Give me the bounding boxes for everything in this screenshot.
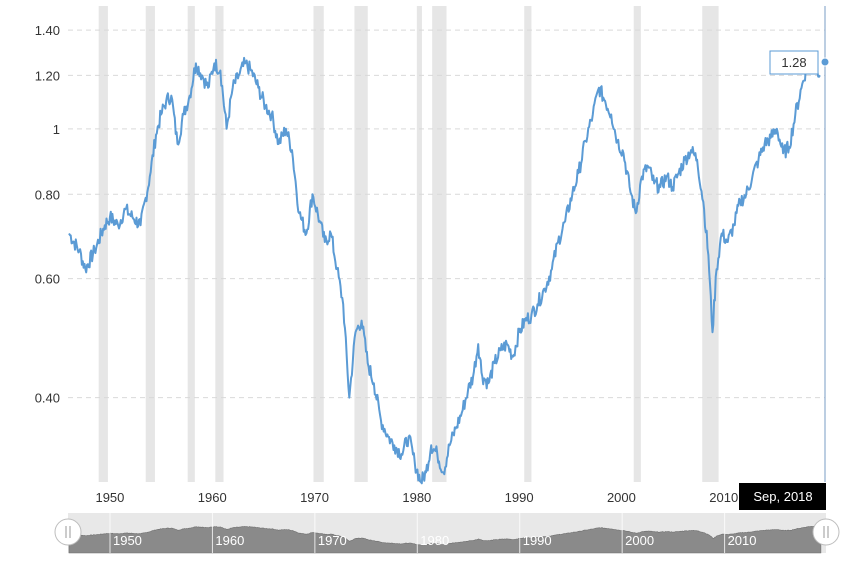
tooltip-value: 1.28 [781, 55, 806, 70]
series-layer [68, 55, 821, 485]
date-badge-box [739, 483, 826, 510]
navigator-left-handle[interactable] [54, 518, 82, 546]
x-tick-label: 1950 [95, 490, 124, 505]
recession-band [313, 6, 324, 482]
recession-band [98, 6, 108, 482]
x-tick-label: 2010 [709, 490, 738, 505]
navigator-right-handle[interactable] [812, 518, 840, 546]
y-tick-label: 1.20 [35, 68, 60, 83]
navigator[interactable]: 1950 1960 1970 1980 1990 2000 2010 [54, 513, 840, 554]
date-badge: Sep, 2018 [739, 483, 826, 510]
navigator-label: 1960 [215, 533, 244, 548]
x-tick-label: 2000 [607, 490, 636, 505]
y-tick-label: 0.40 [35, 391, 60, 406]
y-tick-label: 1.40 [35, 23, 60, 38]
x-axis: 1950 1960 1970 1980 1990 2000 2010 [95, 490, 738, 505]
date-badge-label: Sep, 2018 [753, 489, 812, 504]
navigator-area [68, 525, 822, 554]
navigator-label: 1950 [113, 533, 142, 548]
gridlines [68, 29, 825, 399]
recession-band [416, 6, 422, 482]
tooltip-box [769, 50, 819, 75]
navigator-label: 2010 [728, 533, 757, 548]
navigator-label: 1980 [420, 533, 449, 548]
x-tick-label: 1980 [402, 490, 431, 505]
series-line [68, 55, 821, 485]
tooltip-point[interactable] [820, 57, 830, 67]
navigator-label: 1970 [318, 533, 347, 548]
tooltip: 1.28 [769, 50, 819, 75]
recession-bands [98, 6, 719, 482]
recession-band [187, 6, 195, 482]
y-tick-label: 1 [53, 122, 60, 137]
recession-band [145, 6, 155, 482]
navigator-label: 2000 [625, 533, 654, 548]
x-tick-label: 1990 [505, 490, 534, 505]
y-tick-label: 0.60 [35, 272, 60, 287]
recession-band [354, 6, 368, 482]
recession-band [633, 6, 641, 482]
x-tick-label: 1970 [300, 490, 329, 505]
recession-band [215, 6, 224, 482]
recession-band [524, 6, 532, 482]
y-tick-label: 0.80 [35, 187, 60, 202]
navigator-labels: 1950 1960 1970 1980 1990 2000 2010 [109, 513, 757, 553]
recession-band [702, 6, 719, 482]
navigator-label: 1990 [523, 533, 552, 548]
recession-band [432, 6, 447, 482]
y-axis: 1.40 1.20 1 0.80 0.60 0.40 [35, 23, 60, 405]
x-tick-label: 1960 [198, 490, 227, 505]
